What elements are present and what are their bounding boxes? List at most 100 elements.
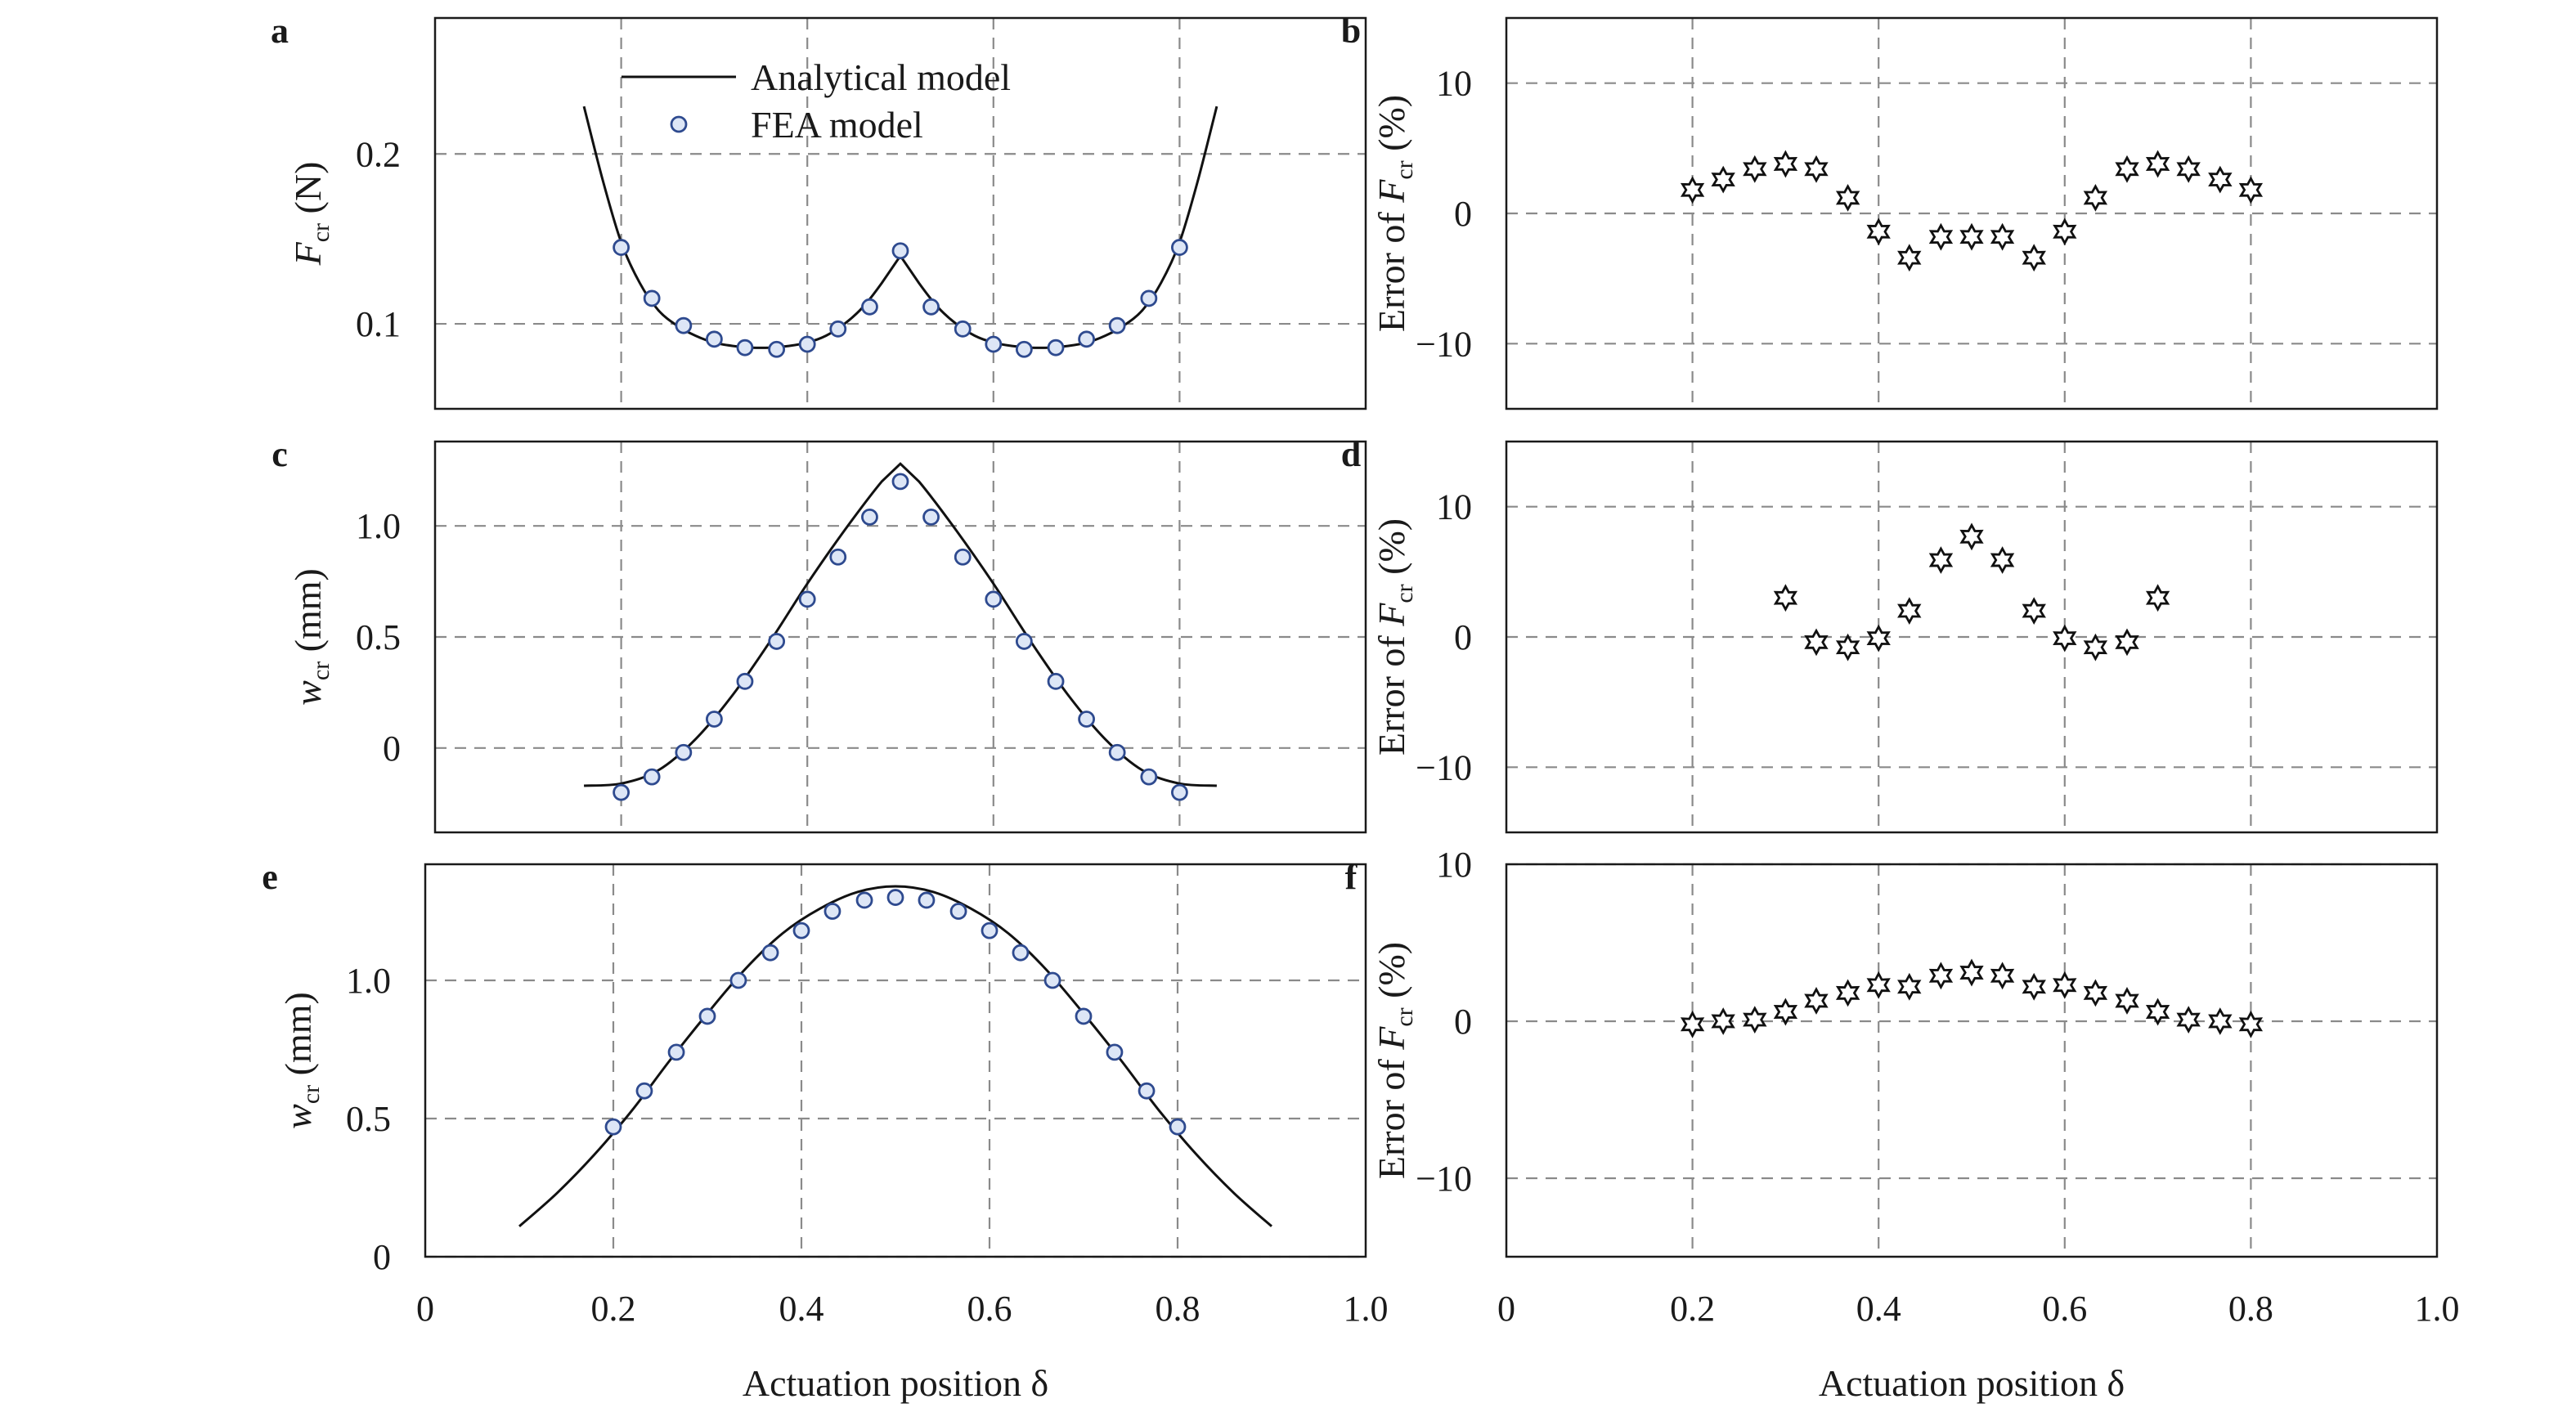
fea-data-point xyxy=(1140,289,1158,307)
error-data-point xyxy=(2238,1010,2264,1038)
fea-data-point xyxy=(706,330,723,348)
fea-data-point xyxy=(798,590,816,608)
fea-data-point xyxy=(1108,743,1126,761)
fea-data-point xyxy=(1140,768,1158,786)
error-data-point xyxy=(1804,155,1829,183)
fea-data-point xyxy=(635,1082,653,1100)
fea-data-point xyxy=(667,1043,685,1061)
error-data-point xyxy=(2208,1007,2233,1035)
fea-data-point xyxy=(1171,239,1188,256)
panel-e: e 0 0.5 1.0 0 0.2 0.4 0.6 0.8 1.0 Actuation positi… xyxy=(262,857,1388,1404)
fea-data-point xyxy=(761,944,779,962)
y-axis-label: Error of Fcr (%) xyxy=(1371,95,1418,332)
error-data-point xyxy=(1835,979,1860,1007)
plot-frame xyxy=(1505,440,2439,834)
fea-data-point xyxy=(1138,1082,1156,1100)
panel-letter: e xyxy=(262,857,278,897)
x-tick-label: 0 xyxy=(416,1289,434,1329)
error-data-point xyxy=(1990,546,2015,574)
error-data-point xyxy=(1959,958,1984,987)
fea-data-point xyxy=(829,548,847,566)
fea-data-point xyxy=(792,921,810,939)
x-tick-label: 0.6 xyxy=(967,1289,1012,1329)
fea-data-point xyxy=(985,590,1003,608)
fea-data-point xyxy=(949,903,967,920)
error-data-point xyxy=(1835,183,1860,212)
y-tick-label: 0 xyxy=(383,729,401,769)
panel-c: c 0 0.5 1.0 wcr (mm) xyxy=(272,434,1367,834)
fea-data-point xyxy=(829,320,847,338)
fea-data-point xyxy=(861,298,878,316)
x-tick-label: 0.4 xyxy=(779,1289,824,1329)
error-data-point xyxy=(1928,546,1954,574)
fea-data-point xyxy=(613,783,630,801)
fea-data-point xyxy=(736,339,754,356)
x-tick-label: 1.0 xyxy=(1344,1289,1389,1329)
fea-data-point xyxy=(891,242,909,260)
fea-data-point xyxy=(824,903,841,920)
error-data-point xyxy=(2053,971,2077,999)
x-tick-label: 0.4 xyxy=(1856,1289,1901,1329)
fea-data-point xyxy=(613,239,630,256)
y-tick-label: 10 xyxy=(1436,64,1472,104)
fea-data-point xyxy=(1012,944,1030,962)
error-data-point xyxy=(2176,1006,2201,1034)
error-data-point xyxy=(2238,176,2264,204)
error-data-point xyxy=(2176,155,2201,183)
error-data-point xyxy=(1835,633,1860,661)
x-tick-label: 0 xyxy=(1497,1289,1515,1329)
analytical-model-line xyxy=(518,885,1272,1227)
error-data-point xyxy=(1773,584,1798,612)
fea-data-point xyxy=(985,335,1003,353)
fea-data-point xyxy=(1078,711,1095,728)
error-data-point xyxy=(2115,987,2139,1015)
error-data-point xyxy=(1990,962,2015,990)
error-data-point xyxy=(2145,998,2170,1026)
y-tick-label: −10 xyxy=(1416,324,1472,364)
error-data-point xyxy=(2053,624,2077,652)
legend-marker-swatch xyxy=(670,115,688,133)
fea-data-point xyxy=(643,289,661,307)
y-tick-label: 0.5 xyxy=(356,617,401,657)
fea-data-point xyxy=(1015,633,1033,650)
x-tick-label: 1.0 xyxy=(2415,1289,2460,1329)
error-data-point xyxy=(2083,183,2108,212)
panel-letter: c xyxy=(272,434,288,474)
error-data-point xyxy=(2053,217,2077,246)
error-data-point xyxy=(1866,217,1891,246)
plot-frame xyxy=(1505,863,2439,1258)
y-axis-label: wcr (mm) xyxy=(287,568,334,706)
y-tick-label: −10 xyxy=(1416,1159,1472,1199)
y-axis-label: wcr (mm) xyxy=(277,992,325,1129)
x-axis-label: Actuation position δ xyxy=(1819,1362,2125,1404)
fea-data-point xyxy=(706,711,723,728)
plot-frame xyxy=(433,440,1367,834)
error-data-point xyxy=(1773,150,1798,178)
fea-data-point xyxy=(922,298,940,316)
x-tick-label: 0.8 xyxy=(1156,1289,1200,1329)
plot-frame xyxy=(1505,16,2439,410)
y-tick-label: 10 xyxy=(1436,845,1472,885)
fea-data-point xyxy=(918,891,936,909)
x-tick-label: 0.8 xyxy=(2228,1289,2273,1329)
fea-data-point xyxy=(1108,316,1126,334)
error-data-point xyxy=(1990,222,2015,251)
error-data-point xyxy=(1866,971,1891,999)
y-tick-label: −10 xyxy=(1416,747,1472,787)
x-tick-label: 0.2 xyxy=(591,1289,636,1329)
fea-data-point xyxy=(954,320,972,338)
fea-data-point xyxy=(891,473,909,491)
error-data-point xyxy=(1959,522,1984,551)
panel-f: f −10 0 10 0 0.2 0.4 0.6 0.8 1.0 Actuation positio… xyxy=(1345,845,2460,1404)
y-tick-label: 0.1 xyxy=(356,304,401,344)
y-axis-label: Error of Fcr (%) xyxy=(1371,518,1418,756)
fea-data-point xyxy=(1015,340,1033,358)
error-data-point xyxy=(1959,222,1984,251)
y-tick-label: 1.0 xyxy=(356,506,401,546)
fea-data-point xyxy=(855,891,873,909)
x-tick-label: 0.6 xyxy=(2042,1289,2087,1329)
y-axis-label: Error of Fcr (%) xyxy=(1371,942,1418,1179)
fea-data-point xyxy=(768,340,786,358)
panel-letter: d xyxy=(1341,434,1361,474)
